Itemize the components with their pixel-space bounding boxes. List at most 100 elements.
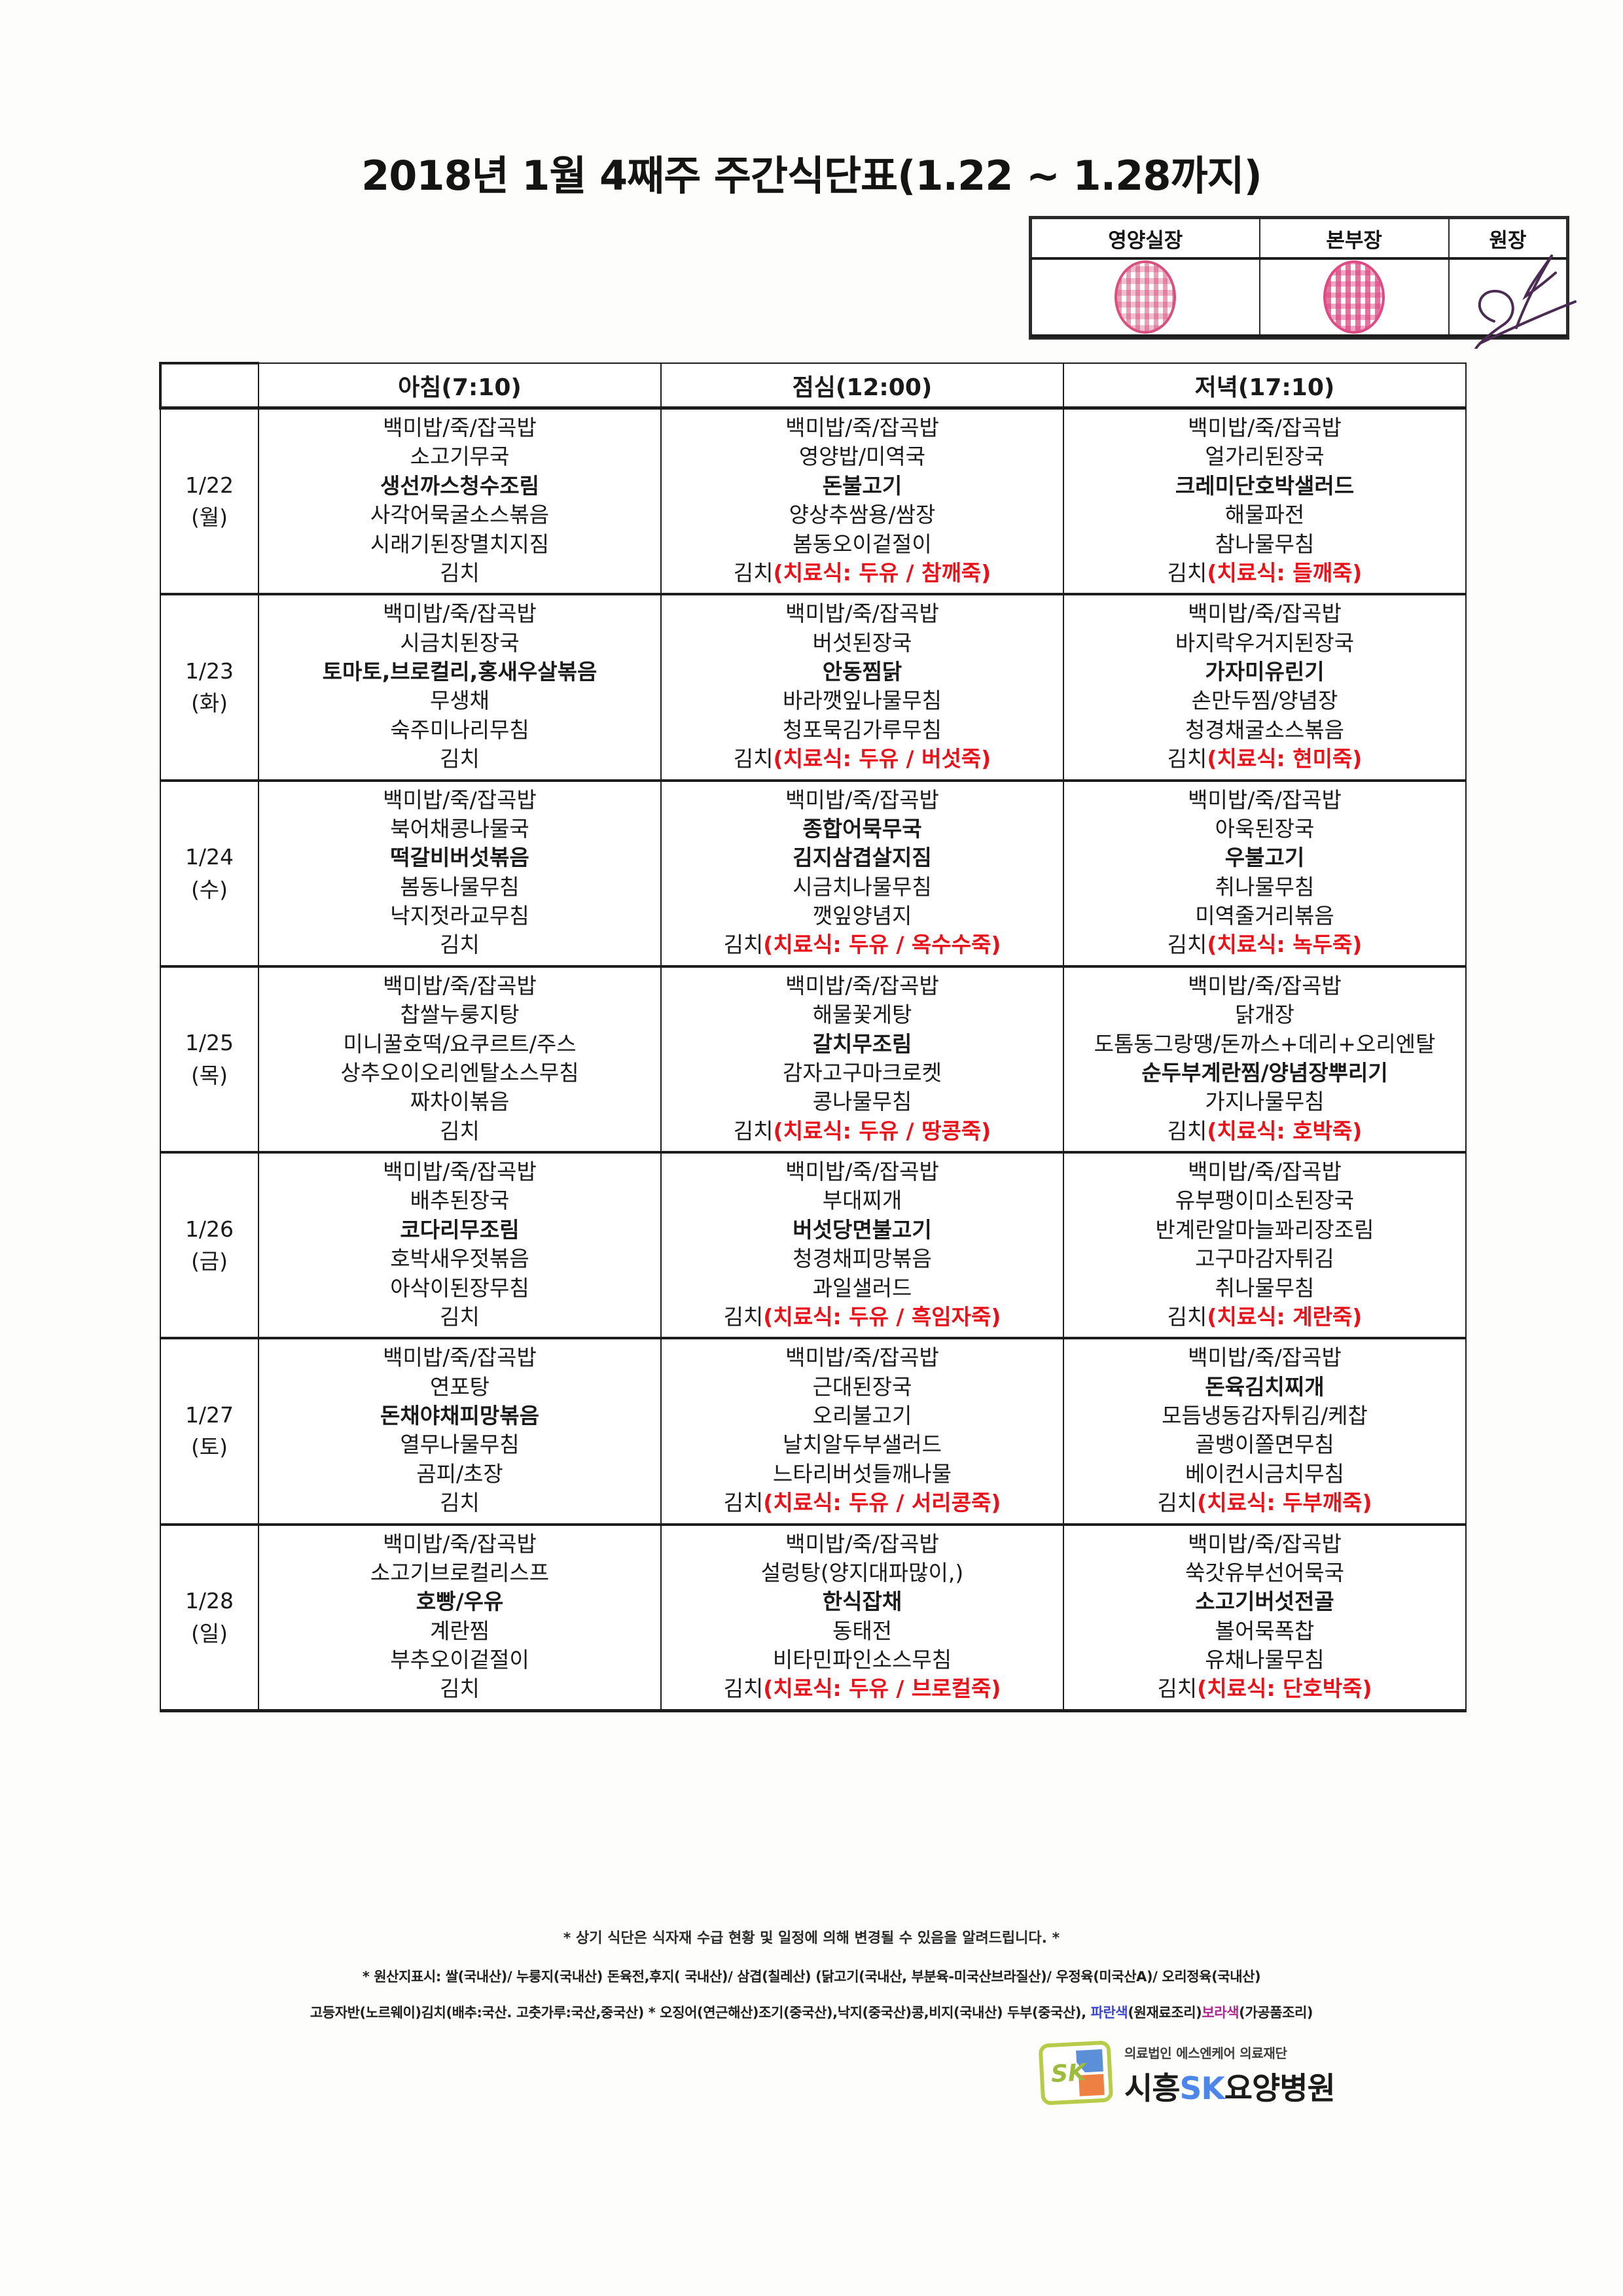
row-date-cell: 1/25 (목): [160, 965, 259, 1154]
origin-line-2-text-b: (원재료조리): [1128, 2005, 1202, 2021]
table-header-row: 아침(7:10) 점심(12:00) 저녁(17:10): [159, 362, 1467, 410]
menu-item: 도톰동그랑땡/돈까스+데리+오리엔탈: [1094, 1031, 1436, 1057]
therapeutic-diet-note: (치료식: 호박죽): [1207, 1118, 1363, 1144]
menu-item: 백미밥/죽/잡곡밥: [1188, 601, 1342, 627]
change-notice: * 상기 식단은 식자재 수급 현황 및 일정에 의해 변경될 수 있음을 알려…: [563, 1930, 1060, 1947]
hospital-name-pre: 시흥: [1124, 2071, 1180, 2107]
menu-item: 열무나물무침: [400, 1432, 520, 1458]
menu-item: 해물꽃게탕: [812, 1002, 912, 1028]
menu-item: 상추오이오리엔탈소스무침: [340, 1059, 579, 1086]
menu-item-list: 백미밥/죽/잡곡밥 시금치된장국 토마토,브로컬리,홍새우살볶음 무생채 숙주미나리무침…: [262, 599, 658, 773]
menu-item: 김치: [440, 1118, 480, 1144]
therapeutic-diet-note: (치료식: 두유 / 흑임자죽): [763, 1303, 1001, 1330]
therapeutic-diet-note: (치료식: 녹두죽): [1207, 932, 1363, 958]
menu-item: 베이컨시금치무침: [1185, 1460, 1344, 1487]
menu-item: 호박새우젓볶음: [390, 1246, 529, 1272]
menu-item: 김치(치료식: 두유 / 옥수수죽): [723, 932, 1001, 958]
menu-item: 순두부계란찜/양념장뿌리기: [1141, 1059, 1388, 1086]
menu-item-list: 백미밥/죽/잡곡밥 설렁탕(양지대파많이,) 한식잡채 동태전 비타민파인소스무침 김치(…: [664, 1530, 1060, 1704]
menu-item: 돈채야채피망볶음: [380, 1403, 539, 1428]
menu-item: 백미밥/죽/잡곡밥: [1188, 415, 1342, 440]
menu-item: 북어채콩나물국: [390, 815, 529, 841]
menu-item: 우불고기: [1224, 845, 1305, 871]
row-weekday: (목): [190, 1062, 228, 1088]
menu-item-list: 백미밥/죽/잡곡밥 종합어묵무국 김지삼겹살지짐 시금치나물무침 깻잎양념지 김치(치료식…: [664, 786, 1060, 960]
menu-item: 청포묵김가루무침: [783, 716, 942, 743]
menu-item: 김치: [440, 746, 480, 772]
breakfast-cell: 백미밥/죽/잡곡밥 소고기무국 생선까스청수조림 사각어묵굴소스볶음 시래기된장멸치지짐…: [258, 407, 662, 595]
menu-item: 백미밥/죽/잡곡밥: [785, 601, 939, 627]
lunch-cell: 백미밥/죽/잡곡밥 부대찌개 버섯당면불고기 청경채피망볶음 과일샐러드 김치(치료식: …: [660, 1151, 1064, 1339]
menu-item: 닭개장: [1234, 1002, 1295, 1028]
menu-item: 김지삼겹살지짐: [793, 845, 932, 871]
table-row: 1/23 (화) 백미밥/죽/잡곡밥 시금치된장국 토마토,브로컬리,홍새우살볶음 무생채…: [160, 593, 1467, 781]
menu-item: 미니꿀호떡/요쿠르트/주스: [343, 1031, 577, 1057]
menu-item: 갈치무조림: [812, 1031, 912, 1057]
lunch-cell: 백미밥/죽/잡곡밥 근대된장국 오리불고기 날치알두부샐러드 느타리버섯들깨나물 김치(치…: [660, 1337, 1064, 1525]
approval-role-headquarters: 본부장: [1258, 218, 1450, 259]
lunch-cell: 백미밥/죽/잡곡밥 해물꽃게탕 갈치무조림 감자고구마크로켓 콩나물무침 김치(치료식: …: [660, 965, 1064, 1154]
menu-item: 백미밥/죽/잡곡밥: [1188, 1345, 1342, 1371]
menu-item: 백미밥/죽/잡곡밥: [785, 1345, 939, 1371]
row-date-cell: 1/27 (토): [160, 1337, 259, 1525]
menu-item: 낙지젓라교무침: [390, 903, 529, 928]
menu-item: 부대찌개: [822, 1188, 902, 1214]
menu-item-list: 백미밥/죽/잡곡밥 바지락우거지된장국 가자미유린기 손만두찜/양념장 청경채굴소스볶음…: [1067, 599, 1463, 773]
row-weekday: (토): [190, 1434, 228, 1460]
menu-item-list: 백미밥/죽/잡곡밥 찹쌀누룽지탕 미니꿀호떡/요쿠르트/주스 상추오이오리엔탈소스무침…: [262, 972, 658, 1146]
menu-item-list: 백미밥/죽/잡곡밥 닭개장 도톰동그랑땡/돈까스+데리+오리엔탈 순두부계란찜/양념장…: [1067, 972, 1463, 1146]
breakfast-cell: 백미밥/죽/잡곡밥 연포탕 돈채야채피망볶음 열무나물무침 곰피/초장 김치: [258, 1337, 662, 1525]
menu-item: 김치: [440, 932, 480, 958]
menu-item: 봄동오이겉절이: [793, 531, 932, 557]
menu-item: 바지락우거지된장국: [1175, 629, 1355, 656]
header-lunch: 점심(12:00): [660, 362, 1064, 410]
table-body: 1/22 (월) 백미밥/죽/잡곡밥 소고기무국 생선까스청수조림 사각어묵굴소스볶음 시래…: [160, 407, 1467, 1712]
menu-item: 김치(치료식: 두유 / 서리콩죽): [723, 1490, 1001, 1516]
menu-item: 골뱅이쫄면무침: [1195, 1432, 1334, 1458]
menu-item: 시금치나물무침: [793, 874, 932, 900]
row-date-cell: 1/28 (일): [160, 1523, 259, 1712]
menu-item: 안동찜닭: [822, 659, 902, 684]
menu-item: 김치: [440, 1676, 480, 1702]
menu-item-list: 백미밥/죽/잡곡밥 쑥갓유부선어묵국 소고기버섯전골 볼어묵폭찹 유채나물무침 김치(치료…: [1067, 1530, 1463, 1704]
menu-item: 사각어묵굴소스볶음: [370, 502, 550, 528]
menu-item: 토마토,브로컬리,홍새우살볶음: [322, 659, 597, 684]
therapeutic-diet-note: (치료식: 두유 / 땅콩죽): [773, 1118, 991, 1144]
breakfast-cell: 백미밥/죽/잡곡밥 배추된장국 코다리무조림 호박새우젓볶음 아삭이된장무침 김치: [258, 1151, 662, 1339]
lunch-cell: 백미밥/죽/잡곡밥 버섯된장국 안동찜닭 바라깻잎나물무침 청포묵김가루무침 김치(치료식…: [660, 593, 1064, 781]
menu-item: 백미밥/죽/잡곡밥: [383, 786, 537, 813]
page-title: 2018년 1월 4째주 주간식단표(1.22 ~ 1.28까지): [361, 152, 1262, 200]
hospital-brand-text: 의료법인 에스엔케어 의료재단 시흥SK요양병원: [1124, 2040, 1336, 2108]
menu-item: 백미밥/죽/잡곡밥: [785, 415, 939, 440]
menu-item: 양상추쌈용/쌈장: [789, 502, 936, 528]
menu-item-list: 백미밥/죽/잡곡밥 아욱된장국 우불고기 취나물무침 미역줄거리볶음 김치(치료식: 녹두…: [1067, 786, 1463, 960]
hospital-name: 시흥SK요양병원: [1124, 2063, 1336, 2108]
therapeutic-diet-note: (치료식: 단호박죽): [1197, 1676, 1372, 1702]
menu-item: 연포탕: [429, 1373, 490, 1400]
dinner-cell: 백미밥/죽/잡곡밥 유부팽이미소된장국 반계란알마늘꽈리장조림 고구마감자튀김 취나물무…: [1063, 1151, 1467, 1339]
menu-item: 소고기브로컬리스프: [370, 1559, 550, 1585]
row-weekday: (금): [190, 1248, 228, 1275]
origin-line-1: * 원산지표시: 쌀(국내산)/ 누룽지(국내산) 돈육전,후지( 국내산)/ …: [362, 1969, 1261, 1985]
menu-item: 얼가리된장국: [1205, 444, 1325, 470]
menu-item: 종합어묵무국: [802, 815, 922, 841]
menu-item: 김치(치료식: 두부깨죽): [1157, 1490, 1372, 1516]
hospital-logo-icon: SK: [1037, 2038, 1114, 2110]
menu-item: 백미밥/죽/잡곡밥: [383, 1530, 537, 1557]
row-date-cell: 1/24 (수): [160, 779, 259, 967]
approval-role-director: 원장: [1448, 218, 1568, 259]
menu-item: 고구마감자튀김: [1195, 1246, 1334, 1272]
menu-item: 김치(치료식: 호박죽): [1167, 1118, 1363, 1144]
menu-item: 소고기버섯전골: [1195, 1589, 1334, 1615]
weekly-menu-table-wrap: 아침(7:10) 점심(12:00) 저녁(17:10) 1/22 (월) 백미밥/…: [159, 362, 1467, 1712]
menu-item: 짜차이볶음: [410, 1089, 510, 1115]
menu-item-list: 백미밥/죽/잡곡밥 돈육김치찌개 모듬냉동감자튀김/케찹 골뱅이쫄면무침 베이컨시금치무…: [1067, 1343, 1463, 1517]
header-dinner: 저녁(17:10): [1063, 362, 1467, 410]
menu-item: 근대된장국: [812, 1373, 912, 1400]
menu-item: 볼어묵폭찹: [1215, 1617, 1315, 1644]
menu-item: 소고기무국: [410, 444, 510, 470]
menu-item: 떡갈비버섯볶음: [390, 845, 529, 871]
menu-item: 아삭이된장무침: [390, 1275, 529, 1301]
menu-item: 백미밥/죽/잡곡밥: [1188, 786, 1342, 813]
approval-box: 영양실장 본부장 원장: [1029, 216, 1577, 349]
